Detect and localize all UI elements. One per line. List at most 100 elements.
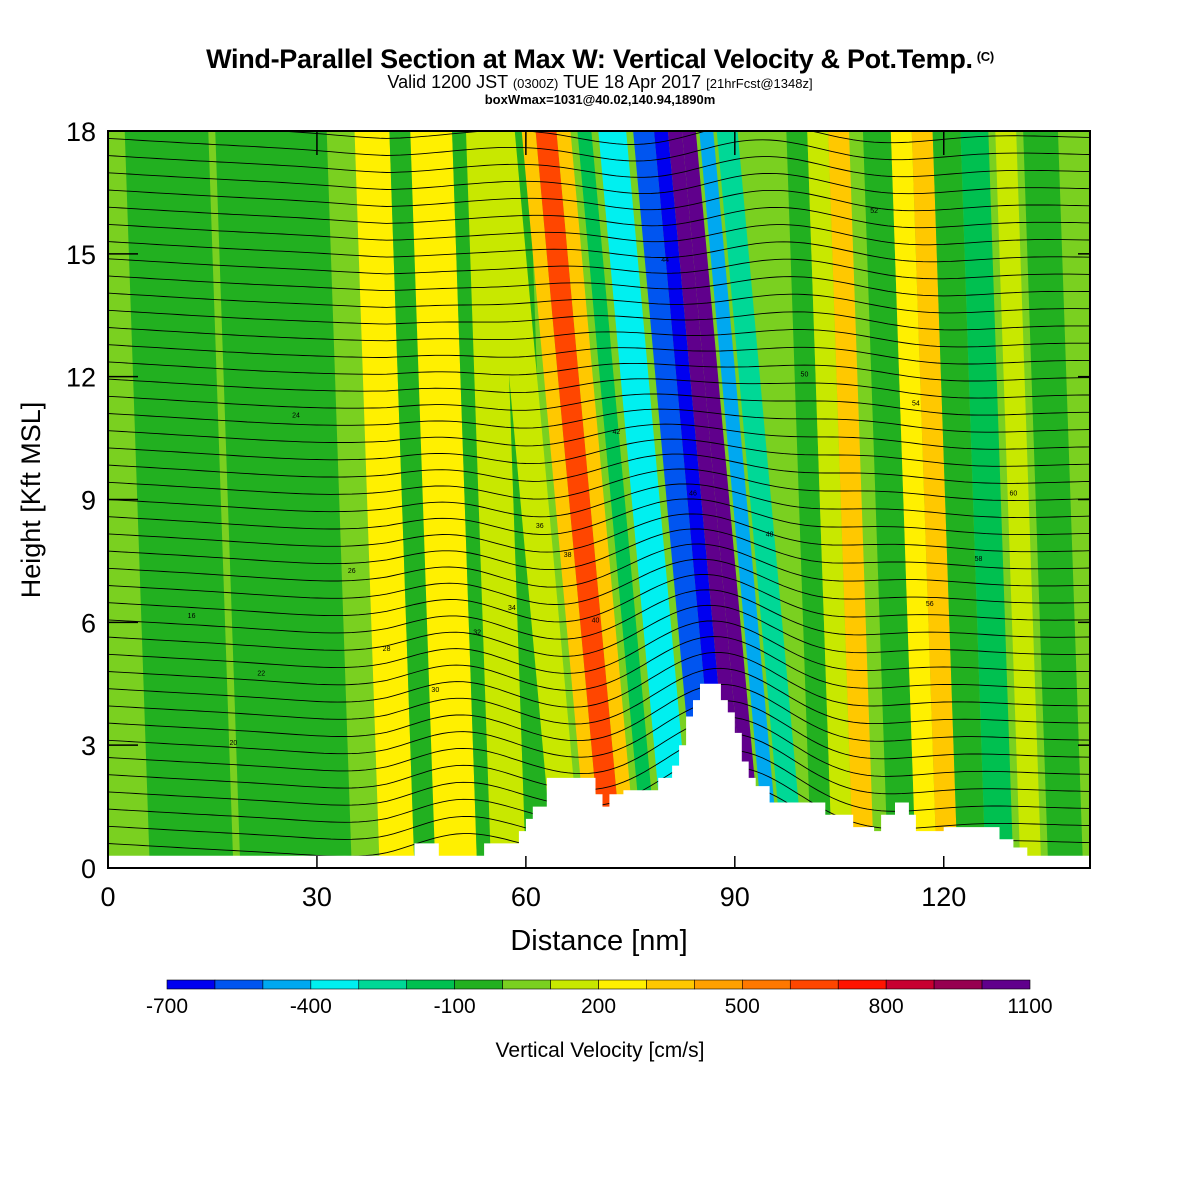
theta-contour-7 [108, 683, 1090, 742]
colorbar-tick-label: -700 [146, 995, 188, 1018]
theta-label: 56 [926, 601, 934, 608]
theta-label: 42 [613, 429, 621, 436]
theta-contour-43 [108, 104, 1090, 128]
y-tick-label: 9 [81, 486, 96, 516]
theta-label: 58 [975, 556, 983, 563]
vertical-velocity-fill [108, 131, 1090, 868]
theta-contour-30 [108, 327, 1090, 348]
colorbar-swatch [358, 979, 408, 990]
theta-contour-15 [108, 558, 1090, 605]
theta-contour-32 [108, 292, 1090, 314]
theta-contour-19 [108, 498, 1090, 536]
y-tick-label: 6 [81, 608, 96, 638]
velocity-band-10 [521, 131, 603, 868]
chart-subtitle-valid-time: Valid 1200 JST (0300Z) TUE 18 Apr 2017 [… [387, 72, 813, 92]
colorbar-swatch [310, 979, 360, 990]
x-tick-label: 90 [720, 882, 750, 912]
theta-contour-10 [108, 636, 1090, 691]
theta-contour-26 [108, 393, 1090, 416]
colorbar-tick-label: 500 [725, 995, 760, 1018]
velocity-band-2 [215, 131, 352, 868]
velocity-band-11 [535, 131, 624, 868]
velocity-band-29 [995, 131, 1042, 868]
y-tick-label: 3 [81, 731, 96, 761]
theta-label: 44 [661, 257, 669, 264]
theta-contour-25 [108, 408, 1090, 433]
colorbar-swatch [789, 979, 839, 990]
theta-contour-11 [108, 620, 1090, 674]
colorbar-tick-label: 1100 [1007, 995, 1052, 1018]
colorbar-swatch [885, 979, 935, 990]
theta-label: 36 [536, 523, 544, 530]
theta-label: 34 [508, 605, 516, 612]
velocity-band-4 [389, 131, 443, 868]
colorbar-tick-label: -400 [290, 995, 332, 1018]
colorbar-swatch [454, 979, 503, 990]
colorbar-swatch [981, 979, 1031, 990]
theta-contour-23 [108, 438, 1090, 467]
theta-label: 28 [383, 646, 391, 653]
theta-contour-35 [108, 241, 1090, 263]
theta-contour-39 [108, 172, 1090, 195]
colorbar-swatch [550, 979, 599, 990]
colorbar-swatch [262, 979, 312, 990]
theta-contour-18 [108, 513, 1090, 553]
x-tick-label: 30 [302, 882, 332, 912]
theta-label: 32 [473, 630, 481, 637]
y-tick-label: 15 [66, 240, 96, 270]
theta-contour-22 [108, 453, 1090, 484]
theta-contour-5 [108, 716, 1090, 777]
y-tick-label: 0 [81, 854, 96, 884]
velocity-band-21 [786, 131, 833, 868]
y-axis-label: Height [Kft MSL] [16, 402, 46, 599]
velocity-band-7 [465, 131, 526, 868]
theta-contour-28 [108, 361, 1090, 382]
chart-title: Wind-Parallel Section at Max W: Vertical… [206, 44, 994, 74]
velocity-band-19 [699, 131, 781, 868]
colorbar-swatch [646, 979, 695, 990]
colorbar-swatch [742, 979, 791, 990]
velocity-band-14 [598, 131, 694, 868]
theta-label: 48 [766, 531, 774, 538]
theta-label: 26 [348, 568, 356, 575]
velocity-band-9 [486, 131, 582, 868]
velocity-band-28 [960, 131, 1014, 868]
velocity-band-12 [556, 131, 638, 868]
theta-label: 54 [912, 400, 920, 407]
theta-contour-16 [108, 543, 1090, 588]
colorbar-swatch [837, 979, 887, 990]
theta-label: 60 [1009, 490, 1017, 497]
velocity-band-18 [681, 131, 763, 868]
theta-contour-31 [108, 309, 1090, 331]
colorbar-tick-label: 800 [869, 995, 904, 1018]
theta-contour-40 [108, 155, 1090, 178]
x-tick-label: 120 [921, 882, 966, 912]
theta-contour-33 [108, 275, 1090, 297]
velocity-band-17 [667, 131, 749, 868]
velocity-band-5 [410, 131, 478, 868]
theta-contour-37 [108, 206, 1090, 229]
theta-label: 46 [689, 490, 697, 497]
colorbar-tick-label: 200 [581, 995, 616, 1018]
theta-contour-42 [274, 131, 1090, 145]
theta-contour-4 [108, 733, 1090, 795]
chart-subtitle-box-max: boxWmax=1031@40.02,140.94,1890m [484, 92, 716, 107]
terrain [108, 683, 1090, 868]
theta-contour-14 [108, 574, 1090, 623]
theta-label: 22 [257, 671, 265, 678]
theta-label: 20 [229, 740, 237, 747]
theta-contour-34 [108, 258, 1090, 280]
theta-label: 16 [188, 613, 196, 620]
colorbar-label: Vertical Velocity [cm/s] [496, 1039, 705, 1062]
theta-contour-20 [108, 483, 1090, 519]
theta-label: 30 [431, 687, 439, 694]
velocity-band-3 [354, 131, 415, 868]
theta-label: 50 [801, 372, 809, 379]
theta-label: 52 [870, 208, 878, 215]
theta-contour-6 [108, 700, 1090, 760]
theta-contour-17 [108, 528, 1090, 571]
theta-contour-24 [108, 423, 1090, 450]
contour-labels: 16 20 22 24 26 28 30 32 34 36 38 40 42 44 46 48 50 52 54 56… [188, 208, 1018, 747]
